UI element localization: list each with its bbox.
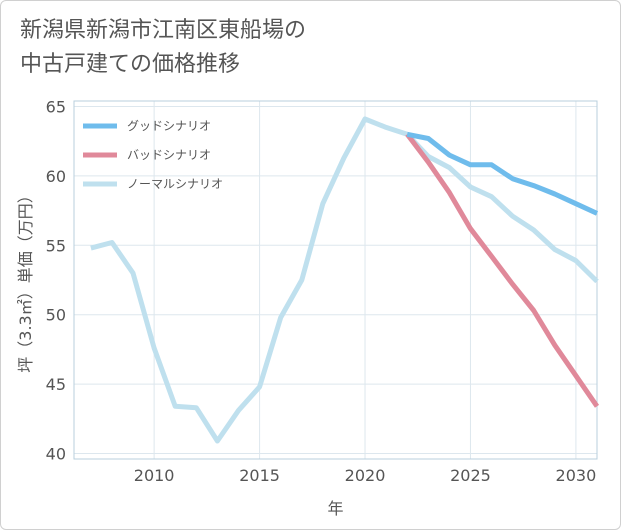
x-tick-labels: 2010 2015 2020 2025 2030 xyxy=(134,466,596,485)
y-tick-label-40: 40 xyxy=(46,444,66,463)
x-tick-label-2030: 2030 xyxy=(556,466,597,485)
legend-label-2: ノーマルシナリオ xyxy=(127,177,223,191)
y-tick-label-55: 55 xyxy=(46,236,66,255)
chart-title: 新潟県新潟市江南区東船場の 中古戸建ての価格推移 xyxy=(20,18,307,77)
y-tick-label-65: 65 xyxy=(46,98,66,117)
y-axis-title: 坪（3.3㎡）単価（万円） xyxy=(16,187,35,372)
legend-label-1: バッドシナリオ xyxy=(127,148,211,162)
series-line-2 xyxy=(90,116,599,444)
y-tick-label-45: 45 xyxy=(46,375,66,394)
x-tick-label-2025: 2025 xyxy=(450,466,491,485)
y-tick-label-50: 50 xyxy=(46,306,66,325)
series-line-0 xyxy=(406,131,599,216)
y-tick-label-60: 60 xyxy=(46,167,66,186)
legend-label-0: グッドシナリオ xyxy=(127,119,211,133)
series-line-1 xyxy=(405,132,600,408)
y-tick-labels: 40 45 50 55 60 65 xyxy=(46,98,66,464)
series-layer xyxy=(90,116,600,444)
x-tick-label-2020: 2020 xyxy=(345,466,386,485)
x-axis-title: 年 xyxy=(327,499,343,518)
x-tick-label-2010: 2010 xyxy=(134,466,175,485)
x-tick-label-2015: 2015 xyxy=(239,466,280,485)
